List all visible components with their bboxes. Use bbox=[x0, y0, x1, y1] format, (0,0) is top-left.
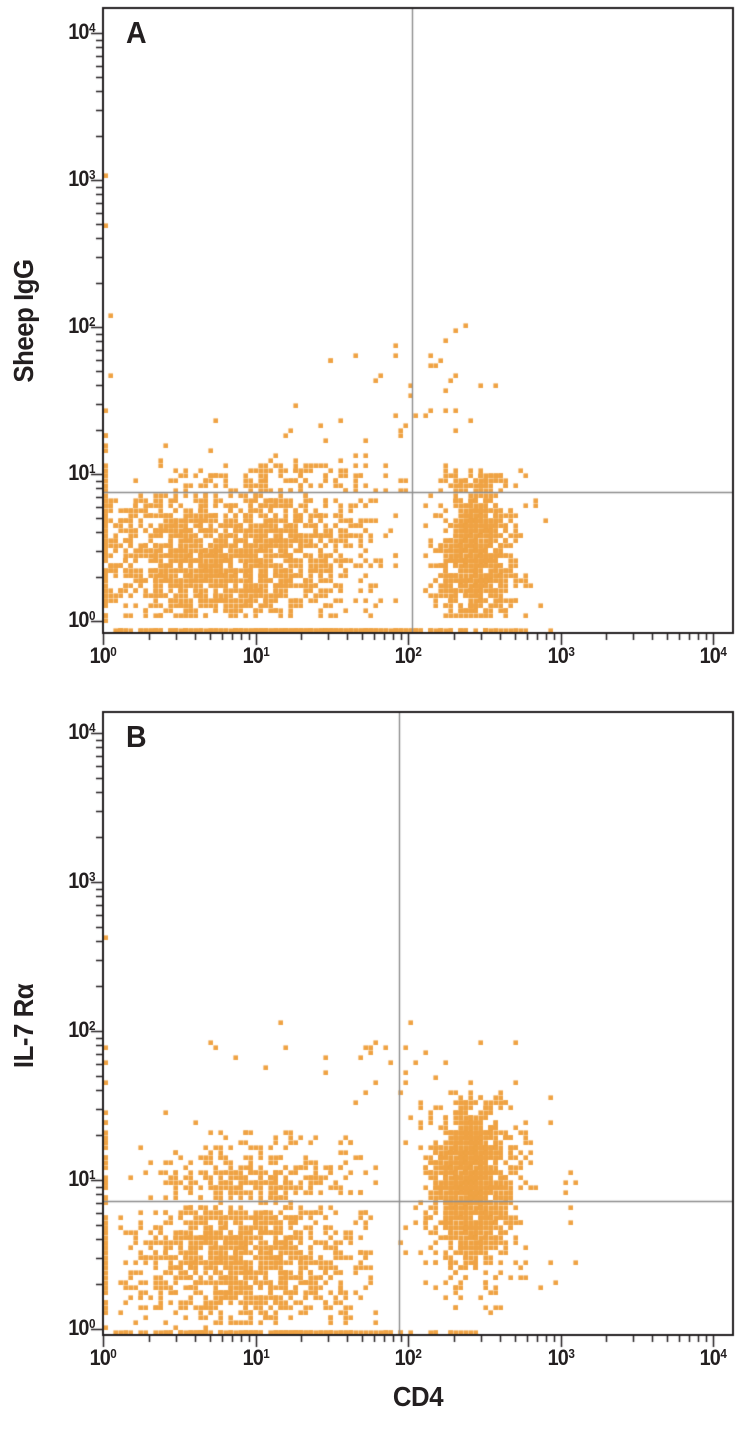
y-tick-label-10e1-panel-b: 101 bbox=[68, 1166, 95, 1191]
y-tick-label-10e3-panel-b: 103 bbox=[68, 868, 95, 893]
x-tick-label-10e4-panel-b: 104 bbox=[699, 1345, 727, 1370]
y-tick-label-10e3-panel-a: 103 bbox=[68, 166, 95, 191]
x-tick-label-10e4-panel-a: 104 bbox=[699, 643, 727, 668]
panel-b-letter: B bbox=[126, 719, 147, 754]
x-tick-label-10e1-panel-a: 101 bbox=[242, 643, 270, 668]
y-tick-label-10e0-panel-a: 100 bbox=[68, 607, 95, 632]
x-tick-label-10e3-panel-b: 103 bbox=[547, 1345, 575, 1370]
x-tick-label-10e3-panel-a: 103 bbox=[547, 643, 575, 668]
x-tick-label-10e2-panel-a: 102 bbox=[394, 643, 422, 668]
x-tick-label-10e0-panel-b: 100 bbox=[89, 1345, 117, 1370]
x-tick-label-10e0-panel-a: 100 bbox=[89, 643, 117, 668]
y-tick-label-10e2-panel-b: 102 bbox=[68, 1017, 95, 1042]
y-tick-label-10e4-panel-a: 104 bbox=[68, 19, 95, 44]
y-tick-label-10e2-panel-a: 102 bbox=[68, 313, 95, 338]
x-tick-label-10e2-panel-b: 102 bbox=[394, 1345, 422, 1370]
y-tick-label-10e4-panel-b: 104 bbox=[68, 719, 95, 744]
y-tick-label-10e0-panel-b: 100 bbox=[68, 1315, 95, 1340]
x-tick-label-10e1-panel-b: 101 bbox=[242, 1345, 270, 1370]
panel-a-letter: A bbox=[126, 15, 147, 50]
y-tick-label-10e1-panel-a: 101 bbox=[68, 460, 95, 485]
x-axis-title: CD4 bbox=[392, 1381, 444, 1412]
